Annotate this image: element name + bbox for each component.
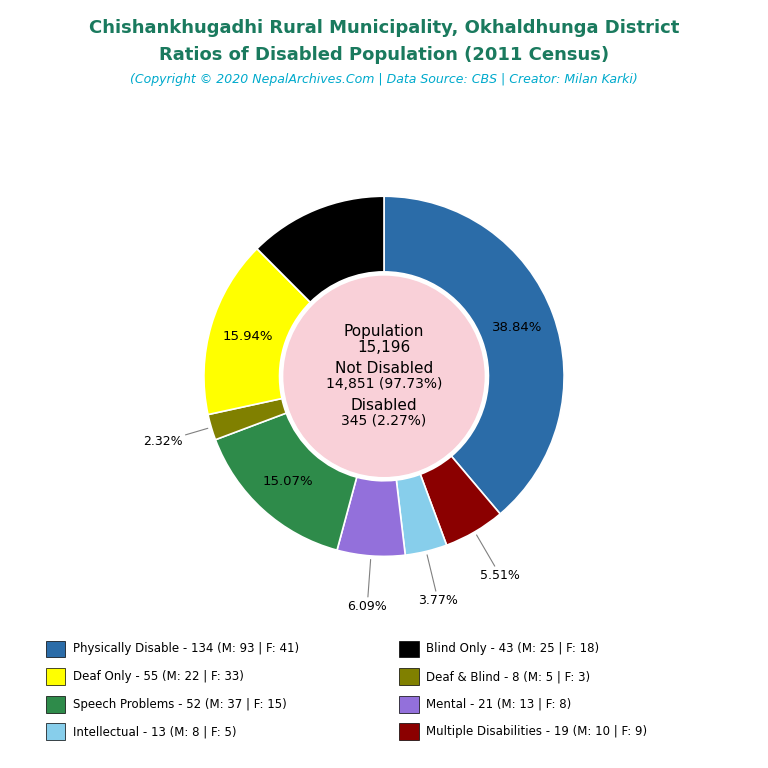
Text: 6.09%: 6.09% [347, 560, 387, 613]
Text: 15.07%: 15.07% [263, 475, 313, 488]
Text: Speech Problems - 52 (M: 37 | F: 15): Speech Problems - 52 (M: 37 | F: 15) [73, 698, 286, 710]
Wedge shape [384, 197, 564, 514]
Wedge shape [257, 197, 384, 303]
Text: 15,196: 15,196 [357, 339, 411, 355]
Text: Deaf Only - 55 (M: 22 | F: 33): Deaf Only - 55 (M: 22 | F: 33) [73, 670, 243, 683]
Wedge shape [337, 477, 406, 556]
Text: 2.32%: 2.32% [143, 429, 208, 448]
Circle shape [284, 276, 484, 476]
Wedge shape [216, 413, 357, 550]
Text: Chishankhugadhi Rural Municipality, Okhaldhunga District: Chishankhugadhi Rural Municipality, Okha… [89, 19, 679, 37]
Text: 12.46%: 12.46% [304, 238, 355, 251]
Text: Not Disabled: Not Disabled [335, 361, 433, 376]
Text: 14,851 (97.73%): 14,851 (97.73%) [326, 377, 442, 391]
Text: (Copyright © 2020 NepalArchives.Com | Data Source: CBS | Creator: Milan Karki): (Copyright © 2020 NepalArchives.Com | Da… [130, 73, 638, 86]
Text: Deaf & Blind - 8 (M: 5 | F: 3): Deaf & Blind - 8 (M: 5 | F: 3) [426, 670, 591, 683]
Text: 3.77%: 3.77% [418, 555, 458, 607]
Text: 5.51%: 5.51% [477, 535, 520, 582]
Text: 15.94%: 15.94% [222, 329, 273, 343]
Text: Mental - 21 (M: 13 | F: 8): Mental - 21 (M: 13 | F: 8) [426, 698, 571, 710]
Text: Population: Population [344, 324, 424, 339]
Text: 345 (2.27%): 345 (2.27%) [341, 414, 427, 428]
Wedge shape [396, 475, 447, 555]
Wedge shape [208, 399, 286, 440]
Text: Intellectual - 13 (M: 8 | F: 5): Intellectual - 13 (M: 8 | F: 5) [73, 726, 237, 738]
Text: Physically Disable - 134 (M: 93 | F: 41): Physically Disable - 134 (M: 93 | F: 41) [73, 643, 299, 655]
Text: Ratios of Disabled Population (2011 Census): Ratios of Disabled Population (2011 Cens… [159, 46, 609, 64]
Wedge shape [204, 249, 310, 415]
Text: Blind Only - 43 (M: 25 | F: 18): Blind Only - 43 (M: 25 | F: 18) [426, 643, 599, 655]
Text: Multiple Disabilities - 19 (M: 10 | F: 9): Multiple Disabilities - 19 (M: 10 | F: 9… [426, 726, 647, 738]
Text: 38.84%: 38.84% [492, 321, 543, 334]
Text: Disabled: Disabled [351, 398, 417, 413]
Wedge shape [420, 456, 500, 545]
